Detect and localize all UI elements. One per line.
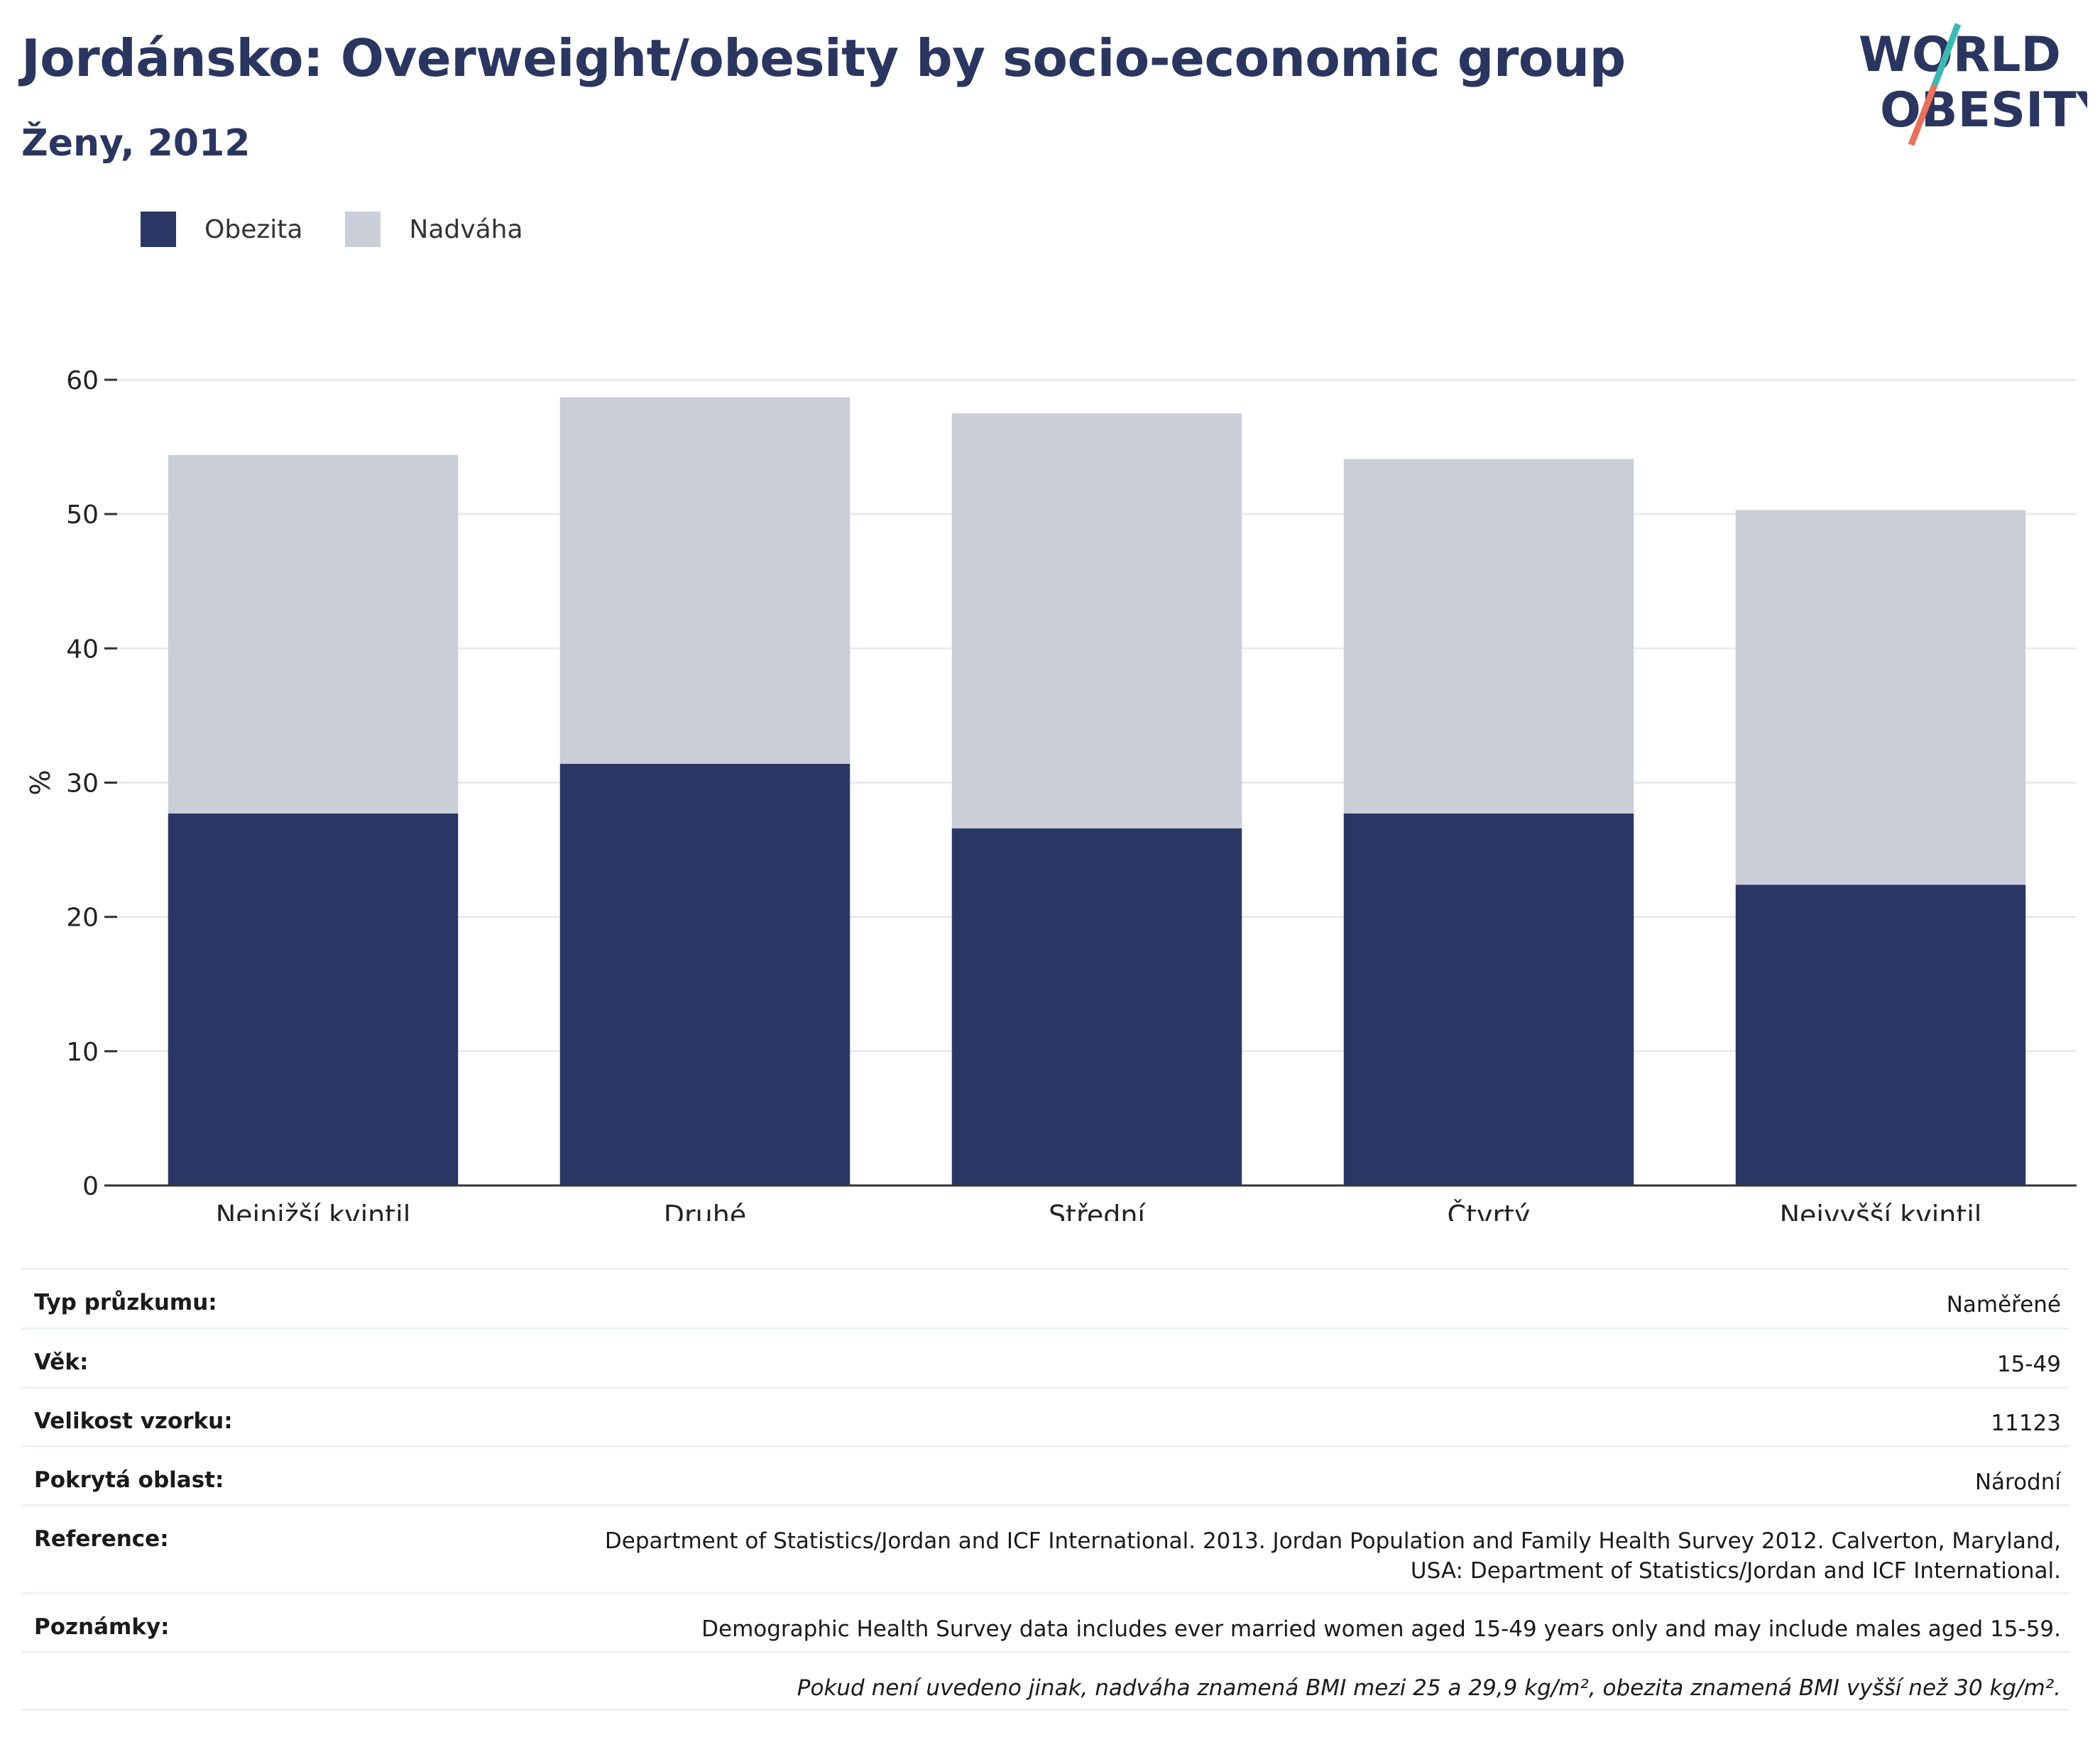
- bar-obesity: [168, 814, 459, 1185]
- bar-obesity: [1343, 814, 1634, 1185]
- bar-obesity: [1735, 885, 2026, 1185]
- x-tick-label: Střední: [1049, 1200, 1146, 1221]
- y-tick-label: 30: [66, 770, 99, 799]
- world-obesity-logo: WORLD OBESITY: [1859, 23, 2087, 146]
- bar-overweight: [168, 454, 459, 814]
- info-value: Department of Statistics/Jordan and ICF …: [605, 1526, 2061, 1586]
- y-tick-label: 10: [66, 1038, 99, 1067]
- bar-overweight: [1735, 510, 2026, 885]
- chart-subtitle: Ženy, 2012: [21, 122, 251, 165]
- legend-item-overweight[interactable]: Nadváha: [345, 212, 523, 247]
- x-tick-label: Druhé: [664, 1200, 746, 1221]
- y-tick-label: 50: [66, 500, 99, 530]
- legend-label-obesity: Obezita: [204, 214, 303, 244]
- bar-overweight: [951, 413, 1242, 828]
- legend-label-overweight: Nadváha: [409, 214, 523, 244]
- info-value: 11123: [1991, 1411, 2061, 1436]
- info-key: Pokrytá oblast:: [34, 1467, 224, 1493]
- info-value: Národní: [1974, 1469, 2061, 1495]
- logo-word-obesity: OBESITY: [1880, 82, 2087, 138]
- info-row-age: Věk: 15-49: [21, 1327, 2069, 1386]
- info-row-coverage: Pokrytá oblast: Národní: [21, 1445, 2069, 1504]
- info-row-sample-size: Velikost vzorku: 11123: [21, 1386, 2069, 1445]
- info-key: Poznámky:: [34, 1614, 170, 1640]
- bar-obesity: [559, 764, 851, 1185]
- info-key: Typ průzkumu:: [34, 1290, 217, 1315]
- info-value: Demographic Health Survey data includes …: [701, 1616, 2061, 1642]
- reference-line-1: Department of Statistics/Jordan and ICF …: [604, 1528, 2061, 1554]
- info-key: Velikost vzorku:: [34, 1408, 233, 1434]
- info-row-reference: Reference: Department of Statistics/Jord…: [21, 1504, 2069, 1592]
- y-tick-label: 0: [82, 1172, 99, 1201]
- info-row-survey-type: Typ průzkumu: Naměřené: [21, 1268, 2069, 1327]
- survey-info-table: Typ průzkumu: Naměřené Věk: 15-49 Veliko…: [21, 1268, 2069, 1711]
- stacked-bar-chart: 0 10 20 30 40 50 60% Nejnižší kvintil Druhé Střed…: [25, 366, 2077, 1221]
- legend-swatch-overweight: [345, 212, 381, 247]
- info-key: Reference:: [34, 1526, 169, 1552]
- x-tick-label: Nejnižší kvintil: [216, 1200, 411, 1221]
- bmi-footnote: Pokud není uvedeno jinak, nadváha znamen…: [797, 1675, 2061, 1701]
- y-tick-label: 60: [66, 366, 99, 395]
- info-key: Věk:: [34, 1349, 89, 1375]
- chart-title: Jordánsko: Overweight/obesity by socio-e…: [21, 28, 1626, 88]
- y-tick-label: 40: [66, 635, 99, 664]
- info-value: 15-49: [1996, 1352, 2061, 1377]
- y-axis-label: %: [25, 770, 56, 795]
- legend-item-obesity[interactable]: Obezita: [141, 212, 302, 247]
- bar-obesity: [951, 828, 1242, 1185]
- y-tick-label: 20: [66, 904, 99, 933]
- x-tick-label: Nejvyšší kvintil: [1780, 1200, 1982, 1221]
- logo-word-world: WORLD: [1859, 27, 2061, 83]
- reference-line-2: USA: Department of Statistics/Jordan and…: [1410, 1558, 2061, 1584]
- info-value: Naměřené: [1946, 1292, 2061, 1318]
- info-row-footnote: Pokud není uvedeno jinak, nadváha znamen…: [21, 1651, 2069, 1711]
- legend-swatch-obesity: [141, 212, 176, 247]
- bar-overweight: [559, 397, 851, 765]
- chart-legend: Obezita Nadváha: [141, 212, 566, 247]
- x-tick-label: Čtvrtý: [1448, 1200, 1531, 1221]
- info-row-notes: Poznámky: Demographic Health Survey data…: [21, 1592, 2069, 1651]
- logo-slash-red: [1908, 84, 1938, 146]
- bar-overweight: [1343, 459, 1634, 814]
- logo-slash-teal: [1931, 23, 1962, 87]
